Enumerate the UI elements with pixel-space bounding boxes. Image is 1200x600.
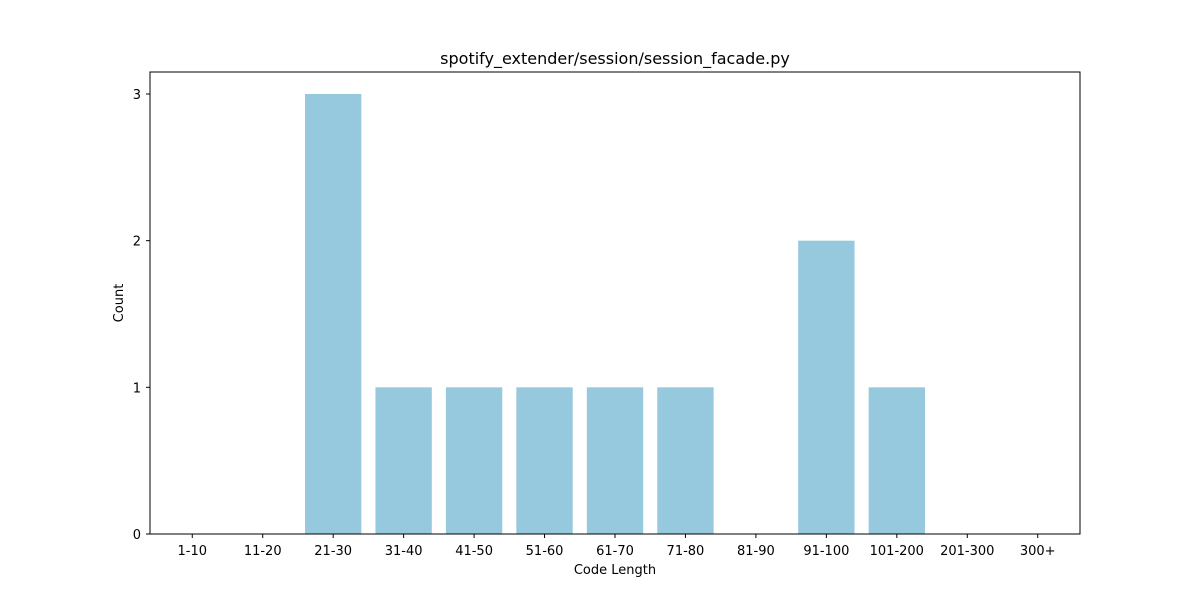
x-axis: 1-10 11-20 21-30 31-40 41-50 51-60 61-70 71-80 8… [178, 534, 1056, 559]
x-tick-label: 101-200 [870, 544, 924, 559]
x-tick-label: 21-30 [314, 544, 352, 559]
bar-61-70 [586, 387, 644, 534]
y-axis-title: Count [112, 284, 127, 323]
x-tick-label: 300+ [1020, 544, 1056, 559]
x-tick-label: 81-90 [737, 544, 775, 559]
bar-91-100 [798, 240, 855, 535]
bar-31-40 [375, 387, 432, 534]
x-tick-label: 71-80 [667, 544, 705, 559]
y-tick-label: 3 [133, 88, 141, 103]
y-axis: 0 1 2 3 [133, 88, 150, 543]
x-tick-label: 11-20 [244, 544, 282, 559]
x-tick-label: 31-40 [385, 544, 423, 559]
x-tick-label: 61-70 [596, 544, 634, 559]
bars-group [305, 94, 925, 535]
x-axis-title: Code Length [574, 563, 656, 578]
x-tick-label: 1-10 [178, 544, 208, 559]
chart-title: spotify_extender/session/session_facade.… [440, 49, 790, 69]
bar-71-80 [657, 387, 714, 534]
bar-51-60 [516, 387, 573, 534]
x-tick-label: 51-60 [526, 544, 564, 559]
bar-21-30 [305, 94, 362, 534]
x-tick-label: 91-100 [803, 544, 849, 559]
bar-101-200 [868, 387, 925, 534]
y-tick-label: 2 [133, 235, 141, 250]
y-tick-label: 1 [133, 381, 141, 396]
x-tick-label: 201-300 [940, 544, 994, 559]
x-tick-label: 41-50 [455, 544, 493, 559]
bar-41-50 [445, 387, 503, 534]
y-tick-label: 0 [133, 528, 141, 543]
